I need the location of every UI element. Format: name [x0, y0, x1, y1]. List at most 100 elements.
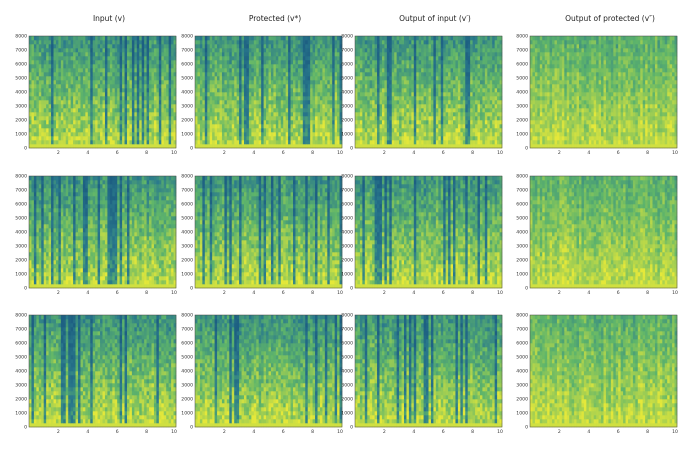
x-tick-label: 8	[471, 429, 474, 435]
y-tick-label: 8000	[181, 34, 193, 40]
y-tick-label: 3000	[181, 383, 193, 389]
x-tick-label: 6	[442, 150, 445, 156]
x-tick-label: 8	[311, 429, 314, 435]
x-tick-label: 8	[311, 290, 314, 296]
y-tick-label: 5000	[341, 216, 353, 222]
y-tick-label: 1000	[15, 132, 27, 138]
axis-frame	[194, 35, 343, 149]
spectrogram-texture	[195, 36, 343, 149]
y-tick-label: 5000	[516, 76, 528, 82]
spectrogram-svg: 0 1000 2000 3000 4000 5000 6000 7000 8000 2 4 6 8 10	[181, 313, 343, 435]
y-tick-label: 1000	[181, 411, 193, 417]
y-tick-label: 0	[190, 286, 193, 292]
x-tick-label: 8	[471, 150, 474, 156]
axis-frame	[354, 314, 503, 428]
y-tick-label: 8000	[341, 34, 353, 40]
spectrogram-svg: 0 1000 2000 3000 4000 5000 6000 7000 8000 2 4 6 8 10	[516, 174, 678, 296]
x-tick-label: 8	[646, 290, 649, 296]
x-tick-label: 4	[587, 150, 590, 156]
y-tick-label: 6000	[341, 202, 353, 208]
y-tick-label: 2000	[516, 258, 528, 264]
y-tick-label: 0	[350, 286, 353, 292]
y-tick-label: 7000	[181, 327, 193, 333]
y-tick-label: 1000	[341, 411, 353, 417]
spectrogram-texture	[29, 315, 177, 428]
y-tick-label: 7000	[181, 48, 193, 54]
y-tick-label: 0	[350, 146, 353, 152]
x-tick-label: 6	[116, 150, 119, 156]
y-tick-label: 4000	[516, 369, 528, 375]
y-tick-label: 2000	[516, 118, 528, 124]
y-tick-label: 5000	[15, 216, 27, 222]
x-tick-label: 2	[57, 429, 60, 435]
y-tick-label: 1000	[516, 411, 528, 417]
x-tick-label: 4	[86, 429, 89, 435]
y-tick-label: 6000	[516, 341, 528, 347]
y-tick-label: 1000	[516, 272, 528, 278]
axis-frame	[28, 35, 177, 149]
y-tick-label: 3000	[15, 383, 27, 389]
y-tick-label: 6000	[341, 341, 353, 347]
x-tick-label: 10	[171, 290, 177, 296]
y-tick-label: 2000	[181, 118, 193, 124]
y-tick-label: 7000	[341, 48, 353, 54]
y-tick-label: 8000	[181, 174, 193, 180]
spectrogram-panel-r3-c3: 0 1000 2000 3000 4000 5000 6000 7000 8000 2 4 6 8 10	[341, 313, 503, 435]
x-tick-label: 6	[617, 290, 620, 296]
x-tick-label: 4	[587, 429, 590, 435]
y-tick-label: 8000	[516, 174, 528, 180]
x-tick-label: 4	[587, 290, 590, 296]
y-tick-label: 0	[525, 425, 528, 431]
x-tick-label: 2	[223, 150, 226, 156]
y-tick-label: 1000	[341, 132, 353, 138]
y-tick-label: 4000	[181, 90, 193, 96]
y-tick-label: 4000	[341, 369, 353, 375]
spectrogram-panel-r1-c1: 0 1000 2000 3000 4000 5000 6000 7000 8000 2 4 6 8 10	[15, 34, 177, 156]
x-tick-label: 6	[282, 150, 285, 156]
y-tick-label: 4000	[341, 90, 353, 96]
axis-frame	[529, 175, 678, 289]
x-tick-label: 6	[617, 429, 620, 435]
y-tick-label: 1000	[181, 132, 193, 138]
x-tick-label: 10	[171, 429, 177, 435]
x-tick-label: 8	[311, 150, 314, 156]
spectrogram-texture	[195, 176, 343, 289]
axis-frame	[354, 175, 503, 289]
x-tick-label: 8	[145, 429, 148, 435]
y-tick-label: 8000	[181, 313, 193, 319]
x-tick-label: 6	[617, 150, 620, 156]
x-tick-label: 6	[442, 290, 445, 296]
spectrogram-panel-r2-c1: 0 1000 2000 3000 4000 5000 6000 7000 8000 2 4 6 8 10	[15, 174, 177, 296]
x-tick-label: 4	[412, 290, 415, 296]
y-tick-label: 2000	[181, 397, 193, 403]
y-tick-label: 2000	[15, 258, 27, 264]
y-tick-label: 4000	[516, 230, 528, 236]
y-tick-label: 2000	[181, 258, 193, 264]
spectrogram-panel-r3-c4: 0 1000 2000 3000 4000 5000 6000 7000 8000 2 4 6 8 10	[516, 313, 678, 435]
y-tick-label: 6000	[181, 62, 193, 68]
y-tick-label: 7000	[516, 188, 528, 194]
spectrogram-svg: 0 1000 2000 3000 4000 5000 6000 7000 8000 2 4 6 8 10	[15, 174, 177, 296]
y-tick-label: 3000	[341, 104, 353, 110]
y-tick-label: 3000	[341, 383, 353, 389]
y-tick-label: 0	[24, 425, 27, 431]
x-tick-label: 4	[86, 150, 89, 156]
x-tick-label: 2	[383, 290, 386, 296]
spectrogram-panel-r2-c3: 0 1000 2000 3000 4000 5000 6000 7000 8000 2 4 6 8 10	[341, 174, 503, 296]
column-title-input: Input (v)	[29, 14, 189, 23]
spectrogram-texture	[355, 315, 503, 428]
x-tick-label: 2	[383, 150, 386, 156]
spectrogram-svg: 0 1000 2000 3000 4000 5000 6000 7000 8000 2 4 6 8 10	[181, 174, 343, 296]
x-tick-label: 4	[252, 290, 255, 296]
x-tick-label: 8	[646, 429, 649, 435]
y-tick-label: 3000	[15, 244, 27, 250]
x-tick-label: 10	[337, 429, 343, 435]
y-tick-label: 1000	[181, 272, 193, 278]
y-tick-label: 7000	[341, 188, 353, 194]
y-tick-label: 7000	[341, 327, 353, 333]
x-tick-label: 10	[337, 290, 343, 296]
axis-frame	[194, 314, 343, 428]
x-tick-label: 4	[86, 290, 89, 296]
y-tick-label: 8000	[341, 174, 353, 180]
y-tick-label: 0	[190, 146, 193, 152]
